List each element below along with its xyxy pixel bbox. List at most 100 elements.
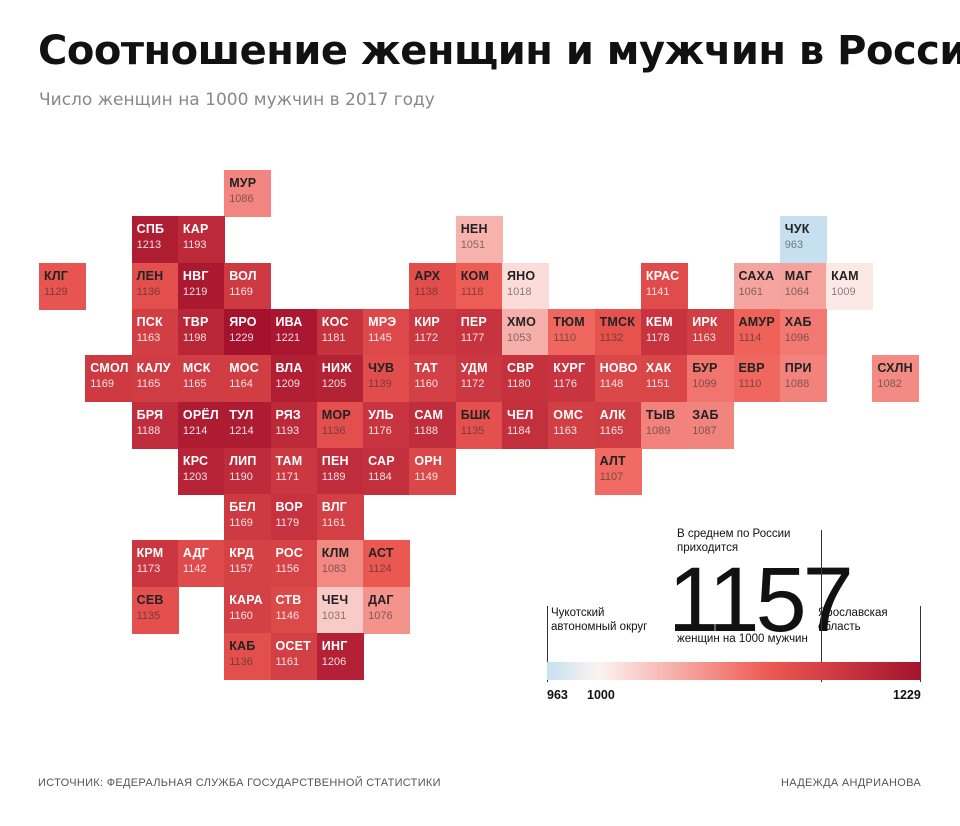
region-code: САМ — [414, 407, 444, 422]
region-code: ЯРО — [229, 314, 257, 329]
region-code: ПЕР — [460, 314, 487, 329]
region-tile: МСК 1165 — [177, 355, 225, 403]
region-value: 963 — [784, 239, 804, 252]
region-tile: САХА 1061 — [733, 262, 781, 310]
region-value: 1214 — [182, 424, 208, 437]
region-code: ХМО — [507, 314, 537, 329]
region-code: ТУЛ — [229, 407, 254, 422]
region-code: ДАГ — [368, 592, 394, 607]
region-tile: СВР 1180 — [502, 355, 549, 403]
region-code: ЧЕЛ — [507, 407, 534, 422]
region-tile: ТУЛ 1214 — [224, 401, 272, 449]
region-code: КИР — [414, 314, 440, 329]
region-value: 1136 — [229, 656, 253, 668]
region-code: ПСК — [136, 314, 163, 329]
region-value: 1164 — [229, 378, 253, 391]
region-value: 1165 — [182, 378, 207, 391]
region-code: СПБ — [136, 222, 165, 237]
region-tile: РОС 1156 — [270, 540, 318, 588]
region-value: 1177 — [460, 331, 485, 344]
region-value: 1189 — [321, 470, 346, 483]
region-value: 1163 — [136, 331, 161, 344]
legend-color-scale — [547, 662, 921, 680]
region-value: 1181 — [321, 331, 346, 344]
region-tile: КОМ 1118 — [455, 262, 503, 310]
region-tile: СМОЛ 1169 — [85, 355, 133, 403]
region-tile: МАГ 1064 — [779, 262, 827, 310]
region-code: МАГ — [784, 268, 812, 283]
region-value: 1051 — [460, 239, 486, 252]
region-tile: ЗАБ 1087 — [687, 401, 735, 449]
region-tile: БРЯ 1188 — [131, 401, 179, 449]
region-code: КЕМ — [645, 314, 673, 329]
region-value: 1160 — [414, 378, 439, 391]
region-code: КРД — [229, 546, 254, 561]
region-code: ТЮМ — [553, 314, 585, 329]
region-tile: ПЕР 1177 — [455, 308, 503, 356]
region-tile: КАЛУ 1165 — [131, 355, 179, 403]
region-value: 1136 — [136, 285, 161, 298]
region-tile: КРС 1203 — [177, 447, 225, 495]
region-tile: ДАГ 1076 — [363, 586, 411, 634]
region-code: НИЖ — [321, 361, 352, 376]
region-value: 1163 — [692, 331, 716, 344]
region-value: 1206 — [321, 656, 347, 668]
region-code: ТЫВ — [645, 407, 676, 422]
region-tile: АСТ 1124 — [363, 540, 411, 588]
legend-average-line — [821, 530, 822, 682]
region-code: БЕЛ — [229, 500, 256, 515]
region-code: МУР — [229, 176, 257, 190]
region-tile: ЧЕЧ 1031 — [316, 586, 364, 634]
region-value: 1205 — [321, 378, 347, 391]
region-tile: КУРГ 1176 — [548, 355, 596, 403]
region-value: 1018 — [507, 285, 532, 298]
region-value: 1156 — [275, 563, 300, 576]
region-tile: КЕМ 1178 — [640, 308, 688, 356]
region-tile: ЛЕН 1136 — [131, 262, 179, 310]
region-code: ОРЁЛ — [182, 407, 219, 422]
region-value: 1169 — [229, 517, 253, 530]
region-code: САР — [368, 453, 395, 468]
region-code: УДМ — [460, 361, 488, 376]
region-value: 1219 — [182, 285, 208, 298]
region-value: 1086 — [229, 193, 254, 205]
legend-average-note: В среднем по России приходится — [677, 528, 791, 554]
region-code: АДГ — [182, 546, 209, 561]
region-value: 1135 — [460, 424, 485, 437]
region-tile: КРАС 1141 — [640, 262, 688, 310]
region-value: 1031 — [321, 609, 347, 622]
region-code: АЛТ — [599, 453, 626, 468]
region-code: ВОЛ — [229, 268, 257, 283]
region-value: 1176 — [368, 424, 392, 437]
region-value: 1161 — [275, 656, 300, 668]
chart-subtitle: Число женщин на 1000 мужчин в 2017 году — [39, 90, 435, 110]
region-value: 1160 — [229, 609, 253, 622]
region-tile: НОВО 1148 — [594, 355, 642, 403]
region-code: ТМСК — [599, 314, 636, 329]
region-tile: АМУР 1114 — [733, 308, 781, 356]
region-tile: ОСЕТ 1161 — [270, 633, 318, 680]
region-code: ТВР — [182, 314, 209, 329]
region-value: 1149 — [414, 470, 439, 483]
region-value: 1132 — [599, 331, 624, 344]
region-tile: ВЛА 1209 — [270, 355, 318, 403]
region-value: 1188 — [414, 424, 439, 437]
region-code: КОС — [321, 314, 349, 329]
region-code: ИНГ — [321, 639, 348, 653]
region-value: 1165 — [136, 378, 161, 391]
region-code: УЛЬ — [368, 407, 394, 422]
region-code: КУРГ — [553, 361, 586, 376]
region-tile: РЯЗ 1193 — [270, 401, 318, 449]
region-code: АРХ — [414, 268, 441, 283]
region-tile: ЧУВ 1139 — [363, 355, 411, 403]
region-tile: МРЭ 1145 — [363, 308, 411, 356]
region-code: ВОР — [275, 500, 303, 515]
region-tile: СЕВ 1135 — [131, 586, 179, 634]
region-tile: ЕВР 1110 — [733, 355, 781, 403]
region-code: АСТ — [368, 546, 394, 561]
region-value: 1135 — [136, 609, 161, 622]
region-value: 1009 — [831, 285, 856, 298]
region-code: НОВО — [599, 361, 638, 376]
region-tile: ЯРО 1229 — [224, 308, 272, 356]
region-value: 1151 — [645, 378, 670, 391]
